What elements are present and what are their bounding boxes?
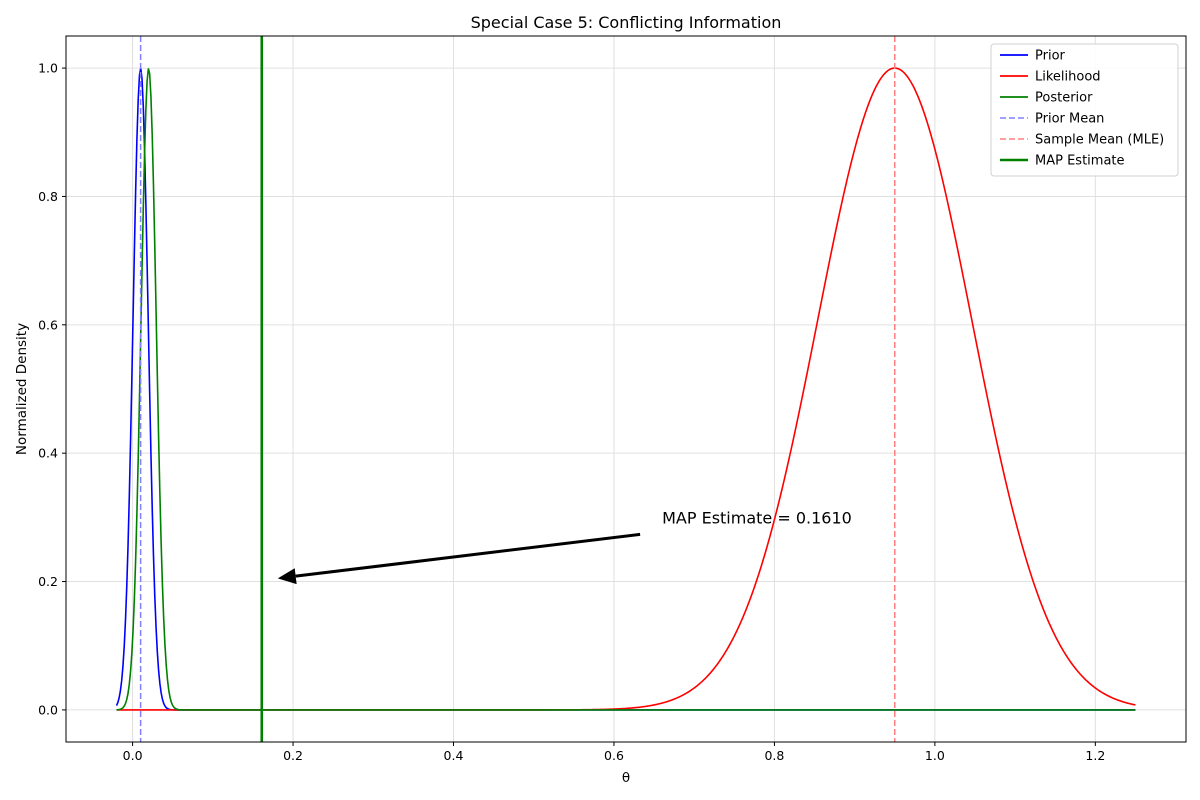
- x-tick-label: 0.6: [604, 748, 624, 763]
- x-tick-label: 0.0: [123, 748, 143, 763]
- legend-label: MAP Estimate: [1035, 154, 1125, 169]
- series-likelihood-line: [116, 67, 1136, 711]
- y-tick-label: 0.8: [38, 189, 58, 204]
- x-tick-label: 0.4: [444, 748, 464, 763]
- legend-label: Prior Mean: [1035, 112, 1104, 127]
- y-tick-label: 0.6: [38, 317, 58, 332]
- annotation-text: MAP Estimate = 0.1610: [662, 508, 852, 527]
- series-prior-line: [115, 68, 1136, 711]
- x-tick-label: 1.0: [925, 748, 945, 763]
- legend-box: [990, 43, 1179, 177]
- annotation-arrow-shaft: [295, 532, 641, 578]
- y-tick-label: 1.0: [38, 61, 58, 76]
- legend-label: Prior: [1035, 49, 1066, 64]
- series-posterior-line: [116, 68, 1136, 711]
- annotation: MAP Estimate = 0.1610: [277, 508, 852, 585]
- x-axis-label: θ: [622, 770, 630, 786]
- y-tick-label: 0.2: [38, 574, 58, 589]
- legend-label: Sample Mean (MLE): [1035, 133, 1164, 148]
- y-tick-label: 0.4: [38, 446, 58, 461]
- legend-label: Posterior: [1035, 91, 1093, 106]
- x-tick-label: 1.2: [1085, 748, 1105, 763]
- y-tick-label: 0.0: [38, 702, 58, 717]
- plot-area: [115, 36, 1136, 742]
- ticks: 0.0 0.2 0.4 0.6 0.8 1.0 1.2 0.0 0.2 0.4 0.6 0.8 1.0: [38, 61, 1105, 763]
- legend-label: Likelihood: [1035, 70, 1101, 85]
- x-tick-label: 0.8: [764, 748, 784, 763]
- y-axis-label: Normalized Density: [14, 323, 30, 455]
- annotation-arrow-head: [277, 568, 297, 585]
- chart-title: Special Case 5: Conflicting Information: [471, 13, 782, 32]
- plot-frame: [65, 35, 1187, 743]
- x-tick-label: 0.2: [283, 748, 303, 763]
- legend: Prior Likelihood Posterior Prior Mean Sample…: [990, 43, 1179, 177]
